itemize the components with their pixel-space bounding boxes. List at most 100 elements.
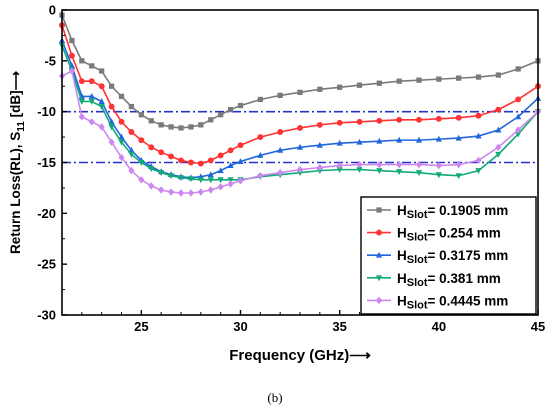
data-point [396,136,403,143]
x-tick-label: 35 [332,319,346,334]
y-tick-label: -25 [37,257,56,272]
data-point [148,182,155,190]
series-group [58,67,542,197]
data-point [237,142,244,149]
data-point [415,136,423,143]
data-point [455,134,462,141]
legend-label: HSlot= 0.3175 mm [397,248,508,266]
series-line [61,40,539,179]
data-point [257,151,264,158]
data-point [297,124,303,131]
data-point [217,167,224,174]
data-point [317,86,323,92]
data-point [168,153,175,160]
y-tick-label: -10 [37,104,56,119]
data-point [158,122,164,128]
data-point [118,153,125,162]
data-point [337,84,343,90]
legend-label: HSlot= 0.254 mm [397,226,501,244]
data-point [237,102,244,109]
data-point [376,168,383,175]
data-point [217,177,224,184]
x-tick-label: 40 [432,319,446,334]
data-point [118,93,125,100]
data-point [475,74,482,80]
data-point [296,165,304,174]
data-point [376,80,382,86]
x-axis-label: Frequency (GHz)⟶ [229,347,371,364]
data-point [515,113,522,120]
legend-item: HSlot= 0.4445 mm [367,293,508,311]
data-point [177,189,185,197]
data-point [435,115,442,122]
data-point [69,37,75,44]
y-tick-label: -15 [37,155,56,170]
data-point [316,163,323,172]
data-point [118,139,125,146]
data-point [277,168,284,177]
legend-label: HSlot= 0.381 mm [397,271,501,289]
legend-label: HSlot= 0.1905 mm [397,203,508,221]
data-point [158,186,165,194]
series-line [61,45,539,181]
series-line [61,69,539,194]
axis-labels: Frequency (GHz)⟶ Return Loss(RL), S11 [dB… [8,70,371,364]
y-tick-label: -30 [37,308,56,323]
data-point [78,113,85,121]
data-point [177,175,185,182]
data-point [237,158,244,164]
data-point [158,170,165,177]
data-point [178,157,184,164]
data-point [217,183,224,191]
data-point [455,173,462,180]
data-point [78,78,85,85]
data-point [79,58,85,64]
data-point [207,177,214,184]
data-point [98,83,105,90]
data-point [515,96,522,103]
data-point [208,117,214,123]
legend-item: HSlot= 0.381 mm [367,271,501,289]
data-point [456,75,462,81]
data-point [277,129,284,135]
series-line [61,25,539,165]
data-point [167,188,175,196]
data-point [435,135,442,142]
data-point [118,133,125,140]
legend-item: HSlot= 0.3175 mm [367,248,508,266]
data-point [108,124,115,131]
data-point [376,137,383,144]
data-point [78,99,85,105]
x-tick-label: 25 [134,319,148,334]
data-point [515,131,522,138]
data-point [336,139,343,146]
data-point [396,116,403,123]
data-point [68,67,76,75]
data-point [98,123,105,131]
y-tick-label: -5 [44,53,56,68]
data-point [88,99,95,105]
data-point [416,77,422,83]
data-point [515,66,521,72]
y-axis-label: Return Loss(RL), S11 [dB]⟶ [8,70,27,254]
data-point [356,82,363,88]
data-point [138,112,144,118]
data-point [227,162,234,169]
data-point [257,96,263,103]
data-point [68,52,75,59]
data-point [167,173,175,180]
data-point [277,92,283,99]
data-point [138,160,145,166]
data-point [316,141,323,148]
data-point [495,151,502,158]
data-point [475,112,482,119]
data-point [495,126,502,133]
data-point [128,103,135,110]
legend-item: HSlot= 0.254 mm [367,226,501,244]
data-point [495,72,501,78]
data-point [416,116,422,123]
data-point [108,103,115,110]
series-line [61,14,539,129]
data-point [188,124,194,130]
